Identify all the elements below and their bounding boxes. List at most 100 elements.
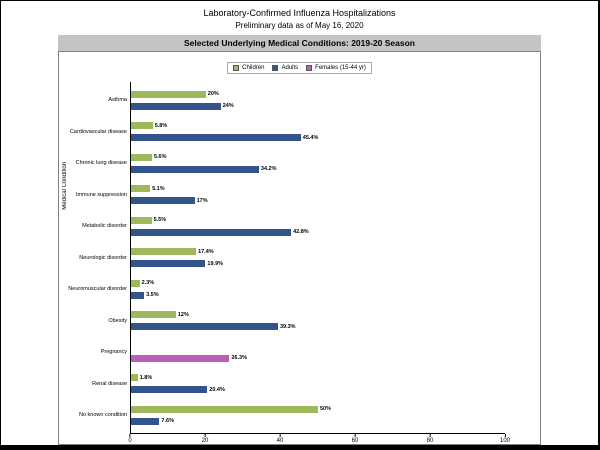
bar-slot: 1.8% (131, 372, 505, 384)
bar-slot: 26.3% (131, 352, 505, 364)
bar-value-label: 5.5% (153, 217, 167, 223)
page-subtitle: Preliminary data as of May 16, 2020 (235, 21, 364, 30)
x-axis-tick: 100 (500, 434, 510, 444)
bar (131, 323, 278, 330)
category-row: Cardiovascular disease 5.8% 45.4% (70, 120, 505, 144)
bar (131, 90, 206, 98)
bar (131, 185, 151, 192)
bar-value-label: 20% (207, 91, 219, 97)
bar-slot (131, 340, 505, 352)
bar-value-label: 3.5% (146, 292, 159, 298)
category-label: Cardiovascular disease (69, 128, 127, 135)
category-label: Metabolic disorder (82, 223, 127, 229)
bar (131, 386, 208, 393)
bar (131, 216, 152, 224)
x-axis-tick: 20 (201, 434, 209, 444)
category-row: Pregnancy 26.3% (101, 340, 505, 364)
bar-value-label: 50% (320, 406, 332, 412)
bar (131, 153, 152, 161)
bar-slot: 17.4% (131, 246, 505, 258)
bar-slot: 2.3% (131, 277, 505, 289)
bar-slot: 5.5% (131, 214, 505, 226)
bar-value-label: 7.6% (161, 418, 174, 424)
bar-value-label: 5.6% (153, 154, 167, 160)
category-label: Obesity (108, 317, 127, 324)
tick-mark (429, 434, 431, 437)
bar-value-label: 39.3% (279, 323, 296, 330)
bar-value-label: 17% (196, 197, 208, 204)
bar (131, 102, 221, 110)
category-row: Obesity 12% 39.3% (108, 309, 505, 333)
bar-slot: 5.6% (131, 151, 505, 163)
category-row: Neuromuscular disorder 2.3% 3.5% (68, 277, 505, 301)
bar-slot: 24% (131, 100, 505, 112)
category-label: Chronic lung disease (75, 160, 127, 166)
bar-value-label: 34.2% (260, 166, 277, 172)
category-label: Neuromuscular disorder (68, 286, 127, 292)
legend-label: Adults (281, 65, 299, 71)
bar-value-label: 5.1% (152, 185, 165, 192)
bar-slot: 7.6% (131, 415, 505, 427)
bar (131, 311, 176, 318)
category-label: Neurologic disorder (79, 254, 127, 261)
legend-label: Children (242, 65, 265, 71)
bar-value-label: 24% (222, 103, 234, 109)
category-label: Immune suppression (75, 191, 127, 198)
section-banner: Selected Underlying Medical Conditions: … (58, 35, 541, 51)
tick-label: 40 (276, 438, 284, 444)
category-row: Metabolic disorder 5.5% 42.8% (82, 214, 505, 238)
legend-item: Adults (272, 65, 298, 71)
legend-swatch (306, 65, 313, 71)
legend-swatch (233, 65, 240, 71)
bar (131, 291, 145, 299)
x-axis-tick: 60 (351, 434, 359, 444)
tick-mark (204, 434, 206, 437)
bar-value-label: 19.9% (207, 260, 224, 267)
category-row: Neurologic disorder 17.4% 19.9% (79, 246, 505, 270)
bar-slot: 17% (131, 195, 505, 207)
legend-item: Females (15-44 yr) (306, 65, 366, 71)
bar-slot: 42.8% (131, 226, 505, 238)
bar (131, 374, 138, 381)
page-title: Laboratory-Confirmed Influenza Hospitali… (203, 8, 396, 18)
bar-slot: 39.3% (131, 321, 505, 333)
bar-value-label: 17.4% (198, 248, 214, 255)
bar-slot: 34.2% (131, 163, 505, 175)
tick-label: 20 (201, 438, 209, 444)
tick-mark (354, 434, 356, 437)
category-row: No known condition 50% 7.6% (79, 403, 505, 427)
tick-label: 60 (351, 438, 359, 444)
bar-value-label: 45.4% (302, 134, 319, 141)
bar (131, 279, 140, 287)
bar-slot: 3.5% (131, 289, 505, 301)
bar (131, 228, 292, 236)
bar-slot: 5.8% (131, 120, 505, 132)
category-label: Renal disease (92, 380, 127, 387)
bar-value-label: 5.8% (154, 122, 168, 129)
bar-slot: 19.9% (131, 258, 505, 270)
bar-slot: 20.4% (131, 384, 505, 396)
tick-mark (279, 434, 281, 437)
bar-value-label: 42.8% (293, 229, 309, 235)
x-axis-tick: 40 (276, 434, 284, 444)
x-axis-tick: 0 (128, 434, 132, 444)
x-axis: 0 20 40 60 80 100 (128, 434, 510, 445)
bar (131, 248, 197, 255)
bar (131, 134, 301, 141)
bar (131, 122, 153, 129)
bar (131, 260, 206, 267)
bar (131, 165, 259, 173)
category-label: No known condition (78, 412, 127, 418)
category-row: Asthma 20% 24% (108, 88, 505, 112)
bar (131, 354, 230, 362)
tick-label: 80 (426, 438, 434, 444)
bar-value-label: 20.4% (209, 386, 225, 393)
category-label: Pregnancy (100, 349, 127, 355)
legend-item: Children (233, 65, 264, 71)
plot-area: Asthma 20% 24% Cardiovascular disease 5.8% 45… (68, 82, 505, 434)
bar-value-label: 2.3% (141, 280, 155, 286)
bar-value-label: 1.8% (139, 374, 153, 381)
category-row: Renal disease 1.8% 20.4% (92, 372, 505, 396)
category-row: Chronic lung disease 5.6% 34.2% (76, 151, 505, 175)
bar-slot: 12% (131, 309, 505, 321)
